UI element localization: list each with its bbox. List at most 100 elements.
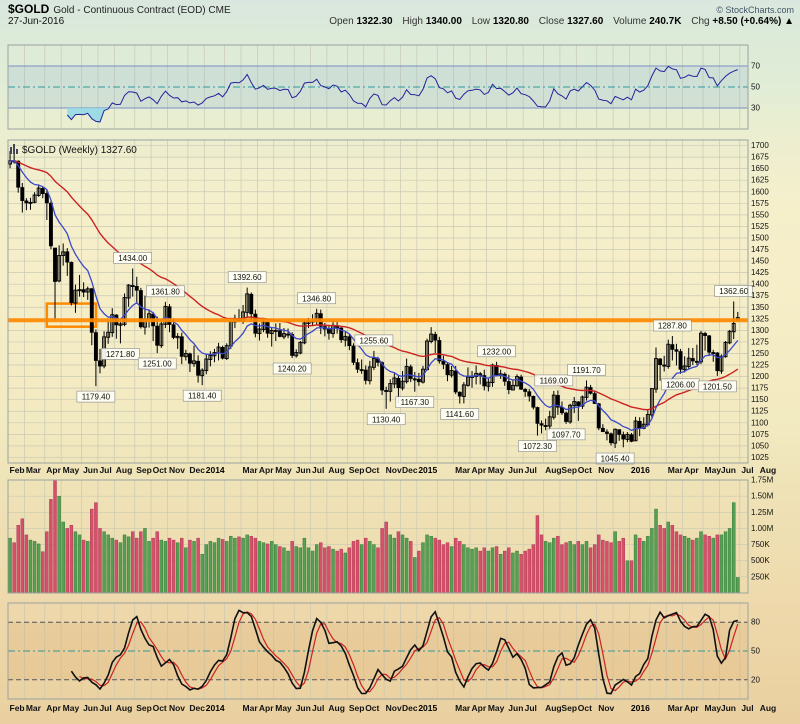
svg-text:May: May [488,703,505,713]
svg-text:1251.00: 1251.00 [143,360,172,369]
svg-text:50: 50 [751,647,760,656]
svg-text:1300: 1300 [751,326,769,335]
svg-text:1179.40: 1179.40 [82,393,111,402]
svg-text:1375: 1375 [751,291,769,300]
axis-labels: 1025 1050 1075 1100 1125 1150 1175 1200 1225 1250… [7,44,777,713]
svg-text:1392.60: 1392.60 [233,273,262,282]
svg-text:1.50M: 1.50M [751,492,774,501]
svg-text:2015: 2015 [418,465,437,475]
svg-text:Jun: Jun [83,465,98,475]
svg-text:1232.00: 1232.00 [482,347,511,356]
svg-text:Mar: Mar [668,703,684,713]
svg-text:70: 70 [751,62,760,71]
svg-text:1434.00: 1434.00 [118,254,147,263]
svg-text:Sep: Sep [561,465,577,475]
price-label [567,364,606,376]
price-label [297,292,336,305]
svg-text:Nov: Nov [386,703,402,713]
price-label [76,390,116,403]
svg-text:Aug: Aug [328,703,345,713]
volume-panel [8,479,748,594]
symbol: $GOLD [8,2,50,16]
quote-volume-label: Volume [613,16,647,27]
price-label [366,413,406,426]
price-label [698,380,737,393]
svg-text:1.00M: 1.00M [751,524,774,533]
svg-text:1625: 1625 [751,176,769,185]
svg-text:Mar: Mar [455,465,471,475]
svg-text:Jun: Jun [83,703,98,713]
price-label [113,252,152,264]
svg-text:1130.40: 1130.40 [372,415,401,424]
svg-text:1125: 1125 [751,407,769,416]
svg-text:Aug: Aug [545,703,562,713]
svg-text:Jul: Jul [312,465,324,475]
symbol-description: Gold - Continuous Contract (EOD) CME [53,5,231,16]
svg-text:Feb: Feb [10,465,25,475]
svg-text:May: May [63,703,80,713]
svg-text:2015: 2015 [418,703,437,713]
annotations-layer: 1434.00 1361.80 1392.60 1346.80 1255.60 1232.… [76,252,753,465]
svg-text:1175: 1175 [751,384,769,393]
svg-text:Dec: Dec [402,703,418,713]
svg-text:Aug: Aug [116,703,133,713]
quote-chg-label: Chg [691,16,710,27]
svg-text:1475: 1475 [751,245,769,254]
svg-text:Aug: Aug [760,465,777,475]
price-label [272,362,312,375]
svg-text:1346.80: 1346.80 [302,294,331,303]
price-label [182,389,222,402]
svg-text:Dec: Dec [189,703,205,713]
candles-layer [8,151,740,449]
svg-text:1675: 1675 [751,153,769,162]
svg-text:Mar: Mar [455,703,471,713]
svg-text:500K: 500K [751,556,770,565]
svg-text:1450: 1450 [751,257,769,266]
svg-text:Dec: Dec [189,465,205,475]
svg-text:Mar: Mar [26,703,42,713]
svg-text:2016: 2016 [631,465,650,475]
main-panel-title: $GOLD (Weekly) 1327.60 [22,145,137,156]
svg-text:1200: 1200 [751,372,769,381]
svg-text:1525: 1525 [751,222,769,231]
quote-open-value: 1322.30 [356,16,393,27]
svg-text:1097.70: 1097.70 [552,430,581,439]
svg-text:1325: 1325 [751,314,769,323]
svg-text:Jun: Jun [508,465,523,475]
svg-text:1169.00: 1169.00 [540,376,569,385]
price-label [546,428,586,441]
svg-text:Sep: Sep [561,703,577,713]
svg-text:1025: 1025 [751,453,769,462]
svg-text:1500: 1500 [751,233,769,242]
svg-text:Aug: Aug [116,465,133,475]
svg-text:1072.30: 1072.30 [523,442,552,451]
svg-text:Jul: Jul [99,703,111,713]
quote-high-value: 1340.00 [425,16,462,27]
svg-text:Mar: Mar [243,465,259,475]
svg-text:1050: 1050 [751,441,769,450]
price-label [653,319,692,332]
quote-chg-value: +8.50 (+0.64%) ▲ [712,16,794,27]
svg-text:1600: 1600 [751,187,769,196]
svg-text:Mar: Mar [668,465,684,475]
svg-text:1.75M: 1.75M [751,476,774,485]
quote-close-value: 1327.60 [567,16,604,27]
svg-text:Dec: Dec [402,465,418,475]
svg-text:Apr: Apr [46,465,61,475]
svg-text:Jul: Jul [741,703,753,713]
svg-text:1240.20: 1240.20 [278,365,307,374]
svg-text:1250: 1250 [751,349,769,358]
svg-text:1141.60: 1141.60 [446,410,475,419]
svg-text:Jun: Jun [508,703,523,713]
svg-text:2014: 2014 [206,465,225,475]
svg-text:1255.60: 1255.60 [359,336,388,345]
price-label [518,440,557,452]
svg-text:Nov: Nov [386,465,402,475]
svg-text:1225: 1225 [751,361,769,370]
svg-text:1287.80: 1287.80 [658,322,687,331]
svg-text:Nov: Nov [598,703,614,713]
svg-text:May: May [63,465,80,475]
price-label [440,408,480,420]
svg-text:1075: 1075 [751,430,769,439]
